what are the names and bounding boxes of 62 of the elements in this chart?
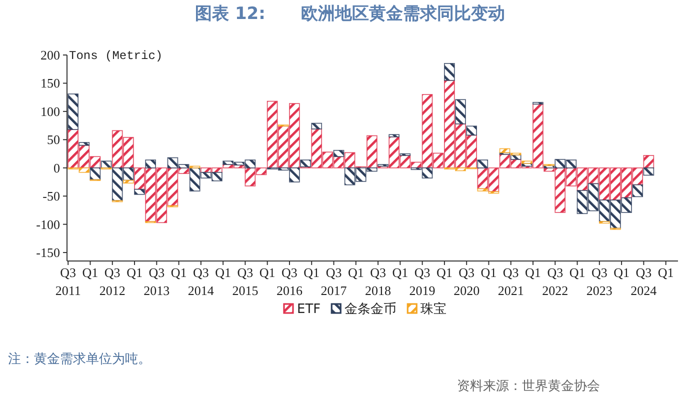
bar (333, 150, 344, 158)
y-tick-label: 100 (40, 104, 60, 119)
legend-label: 珠宝 (420, 301, 447, 317)
y-tick-label: 200 (40, 48, 60, 62)
bar (311, 122, 322, 130)
x-tick-label: Q3 2023 (586, 265, 612, 298)
x-tick-label: Q3 2019 (409, 265, 436, 298)
x-tick-label: Q1 (82, 265, 98, 280)
bar (455, 99, 466, 124)
x-tick-label: Q3 2024 (630, 265, 658, 298)
legend-label: 金条金币 (344, 302, 397, 317)
x-tick-label: Q1 (569, 265, 586, 280)
x-tick-label: Q1 (170, 265, 187, 280)
bar (477, 160, 488, 168)
bar (466, 126, 477, 136)
x-tick-label: Q3 2021 (498, 265, 524, 298)
bar (388, 134, 400, 138)
x-tick-label: Q1 (658, 265, 674, 280)
bar (68, 93, 79, 130)
x-tick-label: Q3 2022 (542, 265, 568, 298)
x-tick-label: Q3 2011 (55, 265, 81, 298)
x-tick-label: Q1 (259, 265, 276, 280)
bar (300, 160, 311, 168)
x-tick-label: Q1 (525, 265, 541, 280)
bar (78, 142, 90, 146)
x-tick-label: Q3 2016 (276, 265, 303, 298)
x-tick-label: Q3 2018 (365, 265, 392, 298)
text: 资料来源：世界黄金协会 (457, 379, 600, 394)
x-tick-label: Q1 (304, 265, 320, 280)
bar (499, 148, 510, 154)
x-tick-label: Q1 (480, 265, 497, 280)
bar (643, 167, 654, 176)
chart-title: 图表 12: 欧洲地区黄金需求同比变动 (195, 4, 505, 24)
x-tick-label: Q1 (436, 265, 452, 280)
x-tick-label: Q1 (126, 265, 142, 280)
x-tick-label: Q3 2017 (320, 265, 348, 298)
y-tick-label: -100 (36, 216, 60, 232)
bar (632, 184, 644, 198)
x-tick-label: Q1 (215, 265, 232, 280)
y-tick-label: 0 (54, 160, 60, 176)
text: 注：黄金需求单位为吨。 (8, 352, 151, 367)
bar (643, 155, 654, 168)
y-tick-label: 150 (40, 76, 60, 91)
x-tick-label: Q1 (392, 265, 408, 280)
x-tick-label: Q3 2013 (144, 265, 170, 298)
y-tick-label: 50 (47, 132, 60, 148)
bar (123, 180, 134, 184)
bar (521, 160, 532, 164)
legend-label: ETF (297, 302, 321, 317)
bar (134, 188, 145, 195)
x-tick-label: Q3 2012 (99, 265, 126, 298)
x-tick-label: Q3 2015 (232, 265, 258, 298)
bar (444, 63, 455, 81)
x-tick-label: Q3 2020 (454, 265, 480, 298)
x-tick-label: Q1 (614, 265, 630, 280)
x-tick-label: Q3 2014 (188, 265, 214, 298)
y-tick-label: -50 (42, 188, 60, 204)
y-axis-title: Tons (Metric) (69, 49, 163, 63)
bar (90, 167, 101, 180)
x-tick-label: Q1 (348, 265, 364, 280)
y-tick-label: -150 (36, 245, 60, 260)
bar (145, 160, 156, 168)
